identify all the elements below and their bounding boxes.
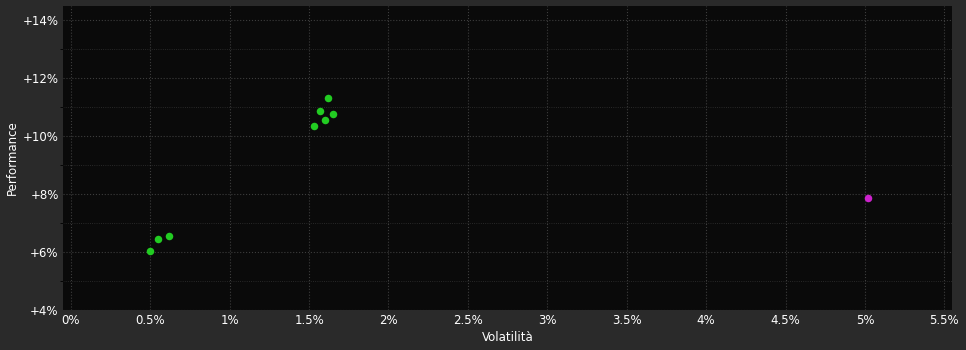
Point — [161, 233, 177, 239]
Point — [321, 96, 336, 101]
Point — [306, 123, 322, 129]
Point — [861, 195, 876, 200]
Point — [143, 248, 158, 253]
X-axis label: Volatilità: Volatilità — [482, 331, 533, 344]
Point — [326, 112, 341, 117]
Point — [312, 108, 327, 114]
Point — [317, 117, 332, 123]
Y-axis label: Performance: Performance — [6, 120, 18, 195]
Point — [151, 236, 166, 242]
